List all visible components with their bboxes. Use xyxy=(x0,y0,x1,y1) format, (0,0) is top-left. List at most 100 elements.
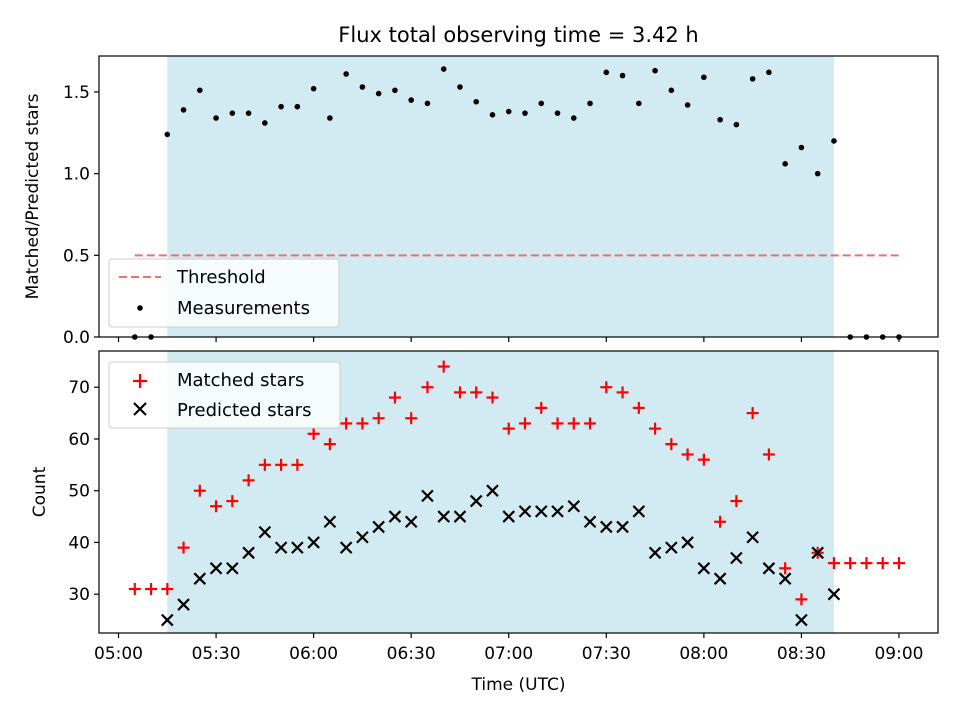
measurement-point-19 xyxy=(440,66,447,72)
measurement-point-17 xyxy=(408,97,414,103)
measurement-point-13 xyxy=(343,71,349,77)
predicted-star-point-30 xyxy=(648,546,662,560)
measurement-point-25 xyxy=(538,100,545,107)
predicted-star-point-10 xyxy=(323,515,337,529)
x-axis-label: Time (UTC) xyxy=(471,675,566,695)
matched-star-point-43 xyxy=(827,557,840,570)
predicted-star-point-6 xyxy=(258,525,272,539)
matched-star-point-16 xyxy=(388,391,401,404)
bottom-y-axis-label: Count xyxy=(30,466,50,517)
bottom-y-tick-label-2: 50 xyxy=(68,482,90,502)
predicted-star-point-36 xyxy=(746,530,759,544)
measurement-point-32 xyxy=(652,67,658,74)
measurement-point-36 xyxy=(717,116,723,123)
matched-star-point-23 xyxy=(502,422,515,435)
measurement-point-23 xyxy=(505,108,512,115)
matched-star-point-20 xyxy=(453,386,466,399)
measurement-point-4 xyxy=(197,87,203,94)
matched-star-point-22 xyxy=(486,391,499,404)
matched-star-point-15 xyxy=(372,412,385,425)
measurement-point-28 xyxy=(587,100,593,107)
matched-star-point-44 xyxy=(844,557,857,570)
top-y-tick-label-1: 0.5 xyxy=(63,246,90,266)
measurement-point-12 xyxy=(327,115,333,121)
measurement-point-11 xyxy=(310,85,317,92)
predicted-star-point-21 xyxy=(502,510,516,523)
matched-star-point-7 xyxy=(242,474,255,487)
measurement-point-20 xyxy=(457,84,463,90)
matched-star-point-24 xyxy=(519,417,532,430)
predicted-star-point-13 xyxy=(372,520,385,534)
bottom-panel-plot-layer xyxy=(128,360,905,627)
matched-star-point-33 xyxy=(665,438,678,451)
measurement-point-43 xyxy=(831,138,837,144)
top-legend-box xyxy=(108,258,340,328)
matched-star-point-41 xyxy=(795,593,808,606)
x-tick-label-4: 07:00 xyxy=(484,644,533,664)
matched-star-point-28 xyxy=(584,417,597,430)
predicted-star-point-18 xyxy=(453,510,467,523)
predicted-star-point-12 xyxy=(356,530,369,544)
predicted-star-point-17 xyxy=(437,510,450,523)
measurement-point-22 xyxy=(489,112,496,118)
matched-star-point-0 xyxy=(128,583,141,596)
matched-star-point-21 xyxy=(470,386,483,399)
top-y-tick-label-2: 1.0 xyxy=(63,165,90,185)
predicted-star-point-39 xyxy=(795,613,808,627)
matched-star-point-14 xyxy=(356,417,369,430)
matched-star-point-38 xyxy=(746,407,759,420)
measurement-point-33 xyxy=(668,87,675,94)
top-panel-frame xyxy=(98,55,939,338)
legend-predicted-swatch xyxy=(133,402,147,416)
x-tick-label-5: 07:30 xyxy=(582,644,631,664)
legend-predicted-label: Predicted stars xyxy=(177,400,311,421)
bottom-y-tick-label-4: 70 xyxy=(68,378,90,398)
predicted-star-point-19 xyxy=(469,494,483,508)
predicted-star-point-35 xyxy=(730,551,743,565)
matched-star-point-2 xyxy=(161,583,174,596)
predicted-star-point-2 xyxy=(193,572,207,585)
measurement-point-39 xyxy=(766,69,772,76)
matched-star-point-30 xyxy=(616,386,629,399)
measurement-point-9 xyxy=(278,103,284,110)
predicted-star-point-26 xyxy=(583,515,597,529)
predicted-star-point-28 xyxy=(616,520,629,534)
x-tick-label-8: 09:00 xyxy=(874,644,923,664)
x-tick-label-3: 06:30 xyxy=(387,644,436,664)
matched-star-point-40 xyxy=(779,562,792,575)
matched-star-point-35 xyxy=(697,453,710,466)
measurement-point-38 xyxy=(749,76,756,82)
matched-star-point-13 xyxy=(340,417,353,430)
measurement-point-5 xyxy=(213,115,219,121)
measurement-point-18 xyxy=(424,100,431,107)
measurement-point-37 xyxy=(733,121,740,128)
predicted-star-point-32 xyxy=(681,536,694,549)
predicted-star-point-33 xyxy=(697,562,711,575)
matched-star-point-47 xyxy=(892,557,905,570)
matched-star-point-8 xyxy=(258,458,271,471)
top-legend: Threshold Measurements xyxy=(108,258,340,328)
measurement-point-34 xyxy=(684,102,691,108)
predicted-star-point-20 xyxy=(486,484,499,497)
matched-star-point-6 xyxy=(226,495,239,508)
bottom-panel-frame xyxy=(98,350,939,634)
measurement-point-31 xyxy=(636,100,642,107)
legend-matched-swatch xyxy=(133,374,147,388)
matched-star-point-12 xyxy=(323,438,336,451)
predicted-star-point-8 xyxy=(291,541,304,554)
bottom-panel: Count Time (UTC) Matched stars Predicted… xyxy=(30,350,939,695)
legend-threshold-label: Threshold xyxy=(176,267,266,288)
predicted-star-point-38 xyxy=(778,572,792,585)
predicted-star-point-11 xyxy=(339,541,353,554)
axes-ticks: 0.0 0.5 1.0 1.5 30 40 50 60 70 05:00 05:30 06:00 06:… xyxy=(63,83,924,664)
matched-star-point-5 xyxy=(210,500,223,513)
measurement-point-3 xyxy=(180,107,187,113)
bottom-legend: Matched stars Predicted stars xyxy=(108,361,341,429)
predicted-star-point-0 xyxy=(161,613,174,627)
measurement-point-41 xyxy=(798,144,805,151)
predicted-star-point-4 xyxy=(226,562,239,575)
matched-star-point-37 xyxy=(730,495,743,508)
predicted-star-point-3 xyxy=(209,562,223,575)
predicted-star-point-25 xyxy=(567,499,581,513)
matched-star-point-4 xyxy=(193,484,206,497)
